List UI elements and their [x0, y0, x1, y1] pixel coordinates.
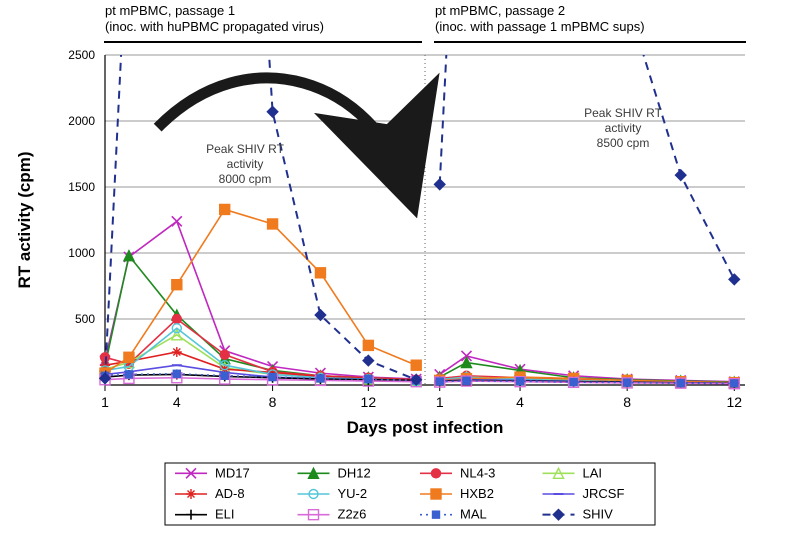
legend-item-DH12: DH12 [298, 465, 371, 480]
legend-item-LAI: LAI [543, 465, 603, 480]
legend-item-SHIV: SHIV [543, 507, 614, 522]
legend-label: LAI [583, 465, 603, 480]
legend-label: MAL [460, 507, 487, 522]
legend-item-MD17: MD17 [175, 465, 250, 480]
svg-text:Days post infection: Days post infection [347, 418, 504, 437]
legend-label: JRCSF [583, 486, 625, 501]
legend-label: HXB2 [460, 486, 494, 501]
svg-text:8: 8 [623, 394, 631, 410]
legend-label: MD17 [215, 465, 250, 480]
legend-label: ELI [215, 507, 235, 522]
peak-label-passage1: Peak SHIV RTactivity8000 cpm [185, 142, 305, 187]
legend-item-MAL: MAL [420, 507, 487, 522]
figure-root: pt mPBMC, passage 1 (inoc. with huPBMC p… [0, 0, 800, 549]
peak-label-passage2: Peak SHIV RTactivity8500 cpm [563, 106, 683, 151]
svg-text:500: 500 [75, 312, 95, 326]
svg-text:1000: 1000 [68, 246, 95, 260]
svg-text:2000: 2000 [68, 114, 95, 128]
passage1-title-line2: (inoc. with huPBMC propagated virus) [105, 19, 324, 34]
legend-item-HXB2: HXB2 [420, 486, 494, 501]
svg-text:4: 4 [516, 394, 524, 410]
markers-DH12 [100, 251, 421, 385]
legend-label: NL4-3 [460, 465, 495, 480]
markers-MD17 [100, 216, 421, 384]
legend-item-YU2: YU-2 [298, 486, 368, 501]
legend-label: Z2z6 [338, 507, 367, 522]
legend-label: DH12 [338, 465, 371, 480]
legend-item-ELI: ELI [175, 507, 235, 522]
passage2-title-line1: pt mPBMC, passage 2 [435, 3, 565, 18]
svg-text:4: 4 [173, 394, 181, 410]
passage1-underbar [104, 41, 422, 43]
legend-label: AD-8 [215, 486, 245, 501]
passage2-title-line2: (inoc. with passage 1 mPBMC sups) [435, 19, 645, 34]
svg-text:2500: 2500 [68, 48, 95, 62]
legend-label: SHIV [583, 507, 614, 522]
legend-label: YU-2 [338, 486, 368, 501]
legend-item-Z2z6: Z2z6 [298, 507, 367, 522]
svg-text:1: 1 [436, 394, 444, 410]
svg-text:12: 12 [726, 394, 742, 410]
passage2-underbar [434, 41, 746, 43]
chart-svg: 500 1000 1500 2000 2500 1 4 8 12 1 4 8 12 RT activity… [0, 0, 800, 549]
passage1-title-line1: pt mPBMC, passage 1 [105, 3, 235, 18]
svg-text:1500: 1500 [68, 180, 95, 194]
svg-text:1: 1 [101, 394, 109, 410]
legend-item-NL43: NL4-3 [420, 465, 495, 480]
svg-text:RT activity (cpm): RT activity (cpm) [15, 152, 34, 289]
series-MD17 [105, 221, 416, 379]
legend-item-AD8: AD-8 [175, 486, 245, 501]
svg-text:8: 8 [269, 394, 277, 410]
legend-item-JRCSF: JRCSF [543, 486, 625, 501]
svg-text:12: 12 [361, 394, 377, 410]
